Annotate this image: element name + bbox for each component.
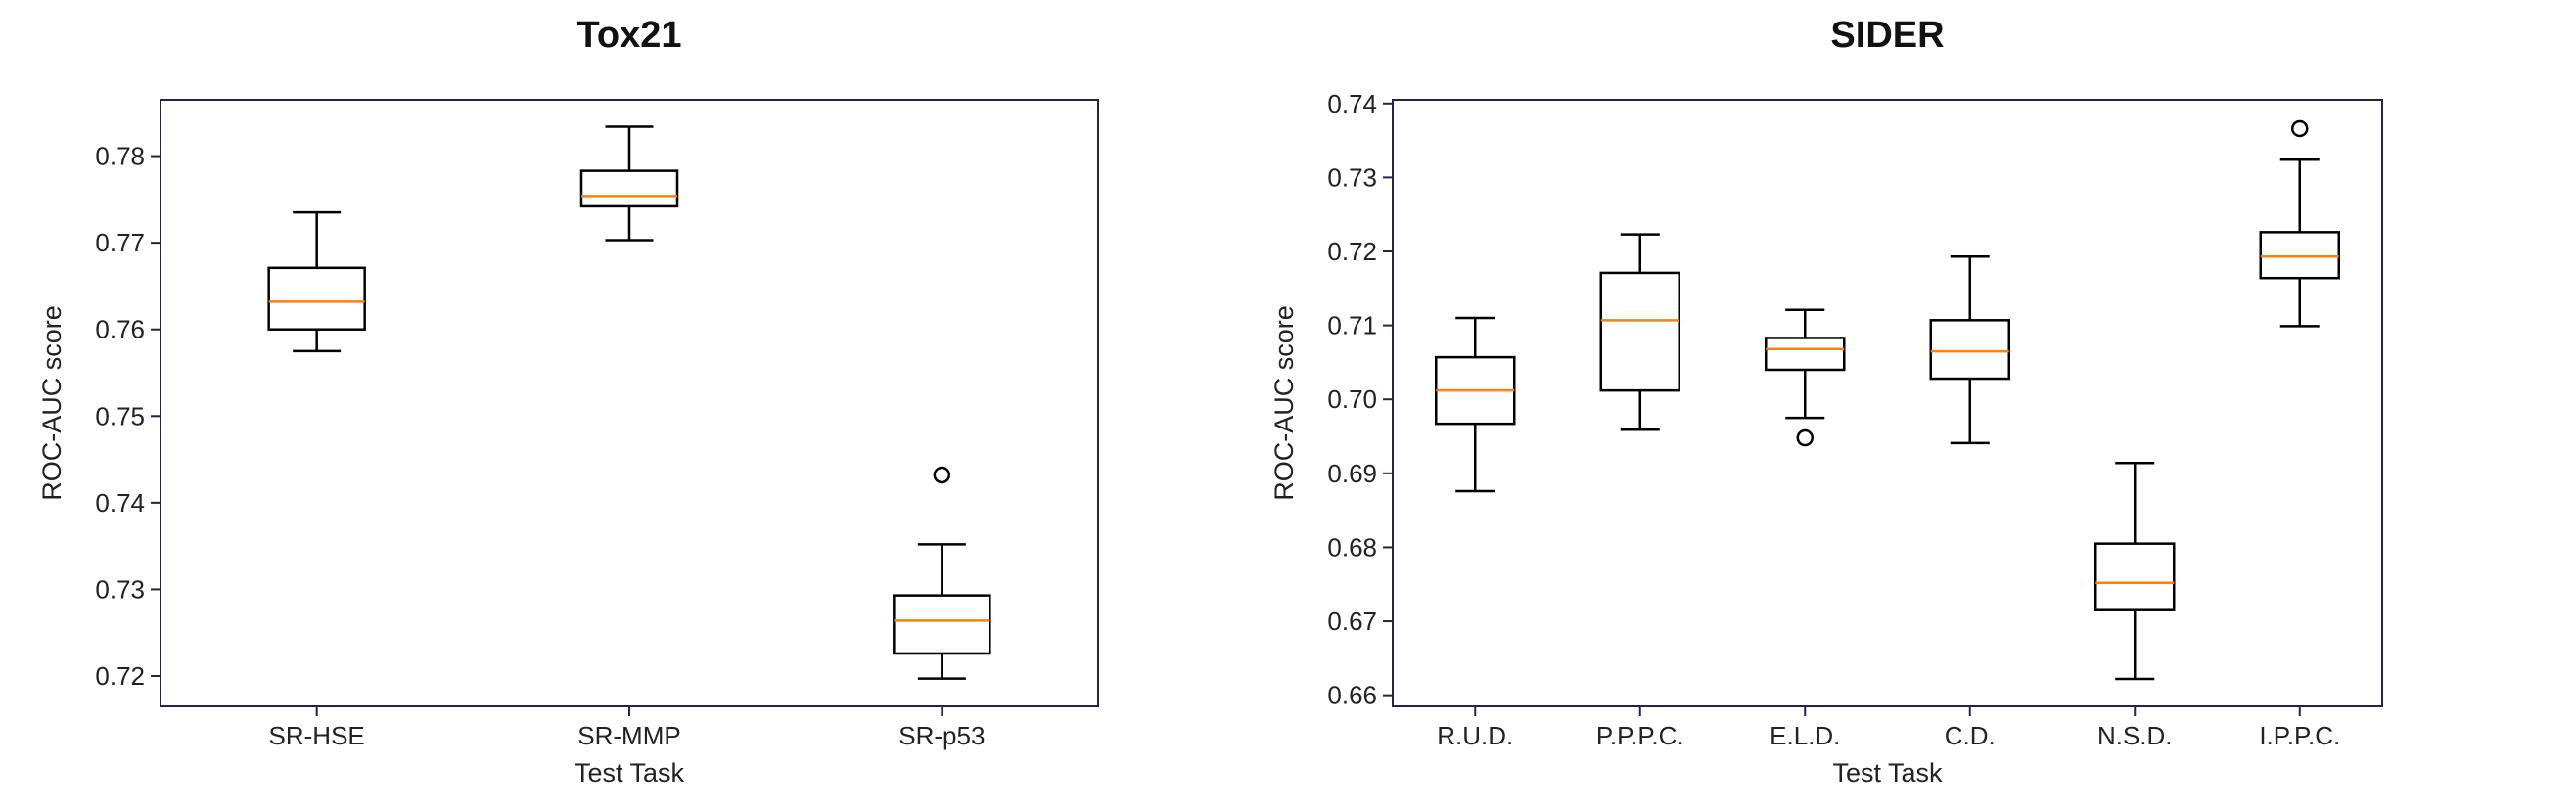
iqr-box <box>267 266 366 331</box>
x-tick-label-sr-p53: SR-p53 <box>898 721 985 750</box>
iqr-box <box>1929 319 2010 381</box>
x-tick-label-sr-mmp: SR-MMP <box>577 721 680 750</box>
box-i-p-p-c <box>2259 119 2340 328</box>
box-sr-mmp <box>579 125 679 242</box>
y-tick-label: 0.73 <box>1327 162 1377 192</box>
outlier-point <box>933 466 951 484</box>
y-tick-label: 0.72 <box>95 661 145 691</box>
y-tick-label: 0.75 <box>95 401 145 430</box>
x-tick-label-p-p-p-c: P.P.P.C. <box>1596 721 1684 750</box>
y-tick-label: 0.66 <box>1327 681 1377 710</box>
x-axis-label: Test Task <box>1832 758 1943 788</box>
outlier-point <box>2291 119 2309 138</box>
y-tick-label: 0.72 <box>1327 237 1377 266</box>
y-tick-label: 0.78 <box>95 142 145 171</box>
box-c-d <box>1929 255 2010 445</box>
box-p-p-p-c <box>1599 233 1680 431</box>
y-tick-label: 0.71 <box>1327 311 1377 340</box>
iqr-box <box>893 594 991 655</box>
y-tick-label: 0.70 <box>1327 384 1377 414</box>
box-e-l-d <box>1765 308 1846 447</box>
y-axis-label: ROC-AUC score <box>1269 305 1299 501</box>
iqr-box <box>1765 337 1846 372</box>
chart-title: SIDER <box>1830 15 1944 56</box>
box-n-s-d <box>2094 461 2176 681</box>
x-tick-label-r-u-d: R.U.D. <box>1437 721 1513 750</box>
x-tick-label-i-p-p-c: I.P.P.C. <box>2259 721 2340 750</box>
box-sr-p53 <box>893 466 991 680</box>
x-tick-label-c-d: C.D. <box>1945 721 1996 750</box>
iqr-box <box>579 169 679 208</box>
y-tick-label: 0.69 <box>1327 459 1377 488</box>
x-tick-label-n-s-d: N.S.D. <box>2097 721 2173 750</box>
x-axis-label: Test Task <box>575 758 685 788</box>
iqr-box <box>1599 271 1680 392</box>
iqr-box <box>2259 231 2340 280</box>
plot-frame <box>160 99 1099 707</box>
y-tick-label: 0.76 <box>95 315 145 344</box>
y-tick-label: 0.77 <box>95 228 145 257</box>
y-tick-label: 0.73 <box>95 574 145 604</box>
plot-frame <box>1392 99 2383 707</box>
x-tick-label-e-l-d: E.L.D. <box>1770 721 1840 750</box>
sider-panel: SIDER 0.66 0.67 0.68 0.69 0.70 0.71 0.72 0.73 0.7… <box>1269 15 2383 788</box>
iqr-box <box>2094 542 2176 611</box>
x-tick-label-sr-hse: SR-HSE <box>269 721 365 750</box>
y-tick-label: 0.68 <box>1327 532 1377 562</box>
chart-title: Tox21 <box>576 15 681 56</box>
box-r-u-d <box>1435 316 1516 493</box>
y-tick-label: 0.74 <box>95 488 145 518</box>
y-axis-label: ROC-AUC score <box>37 305 67 501</box>
box-sr-hse <box>267 210 366 353</box>
y-tick-label: 0.74 <box>1327 89 1377 118</box>
y-tick-label: 0.67 <box>1327 607 1377 636</box>
outlier-point <box>1796 428 1814 447</box>
tox21-panel: Tox21 0.72 0.73 0.74 0.75 0.76 0.77 0.78 ROC-AUC… <box>37 15 1099 788</box>
